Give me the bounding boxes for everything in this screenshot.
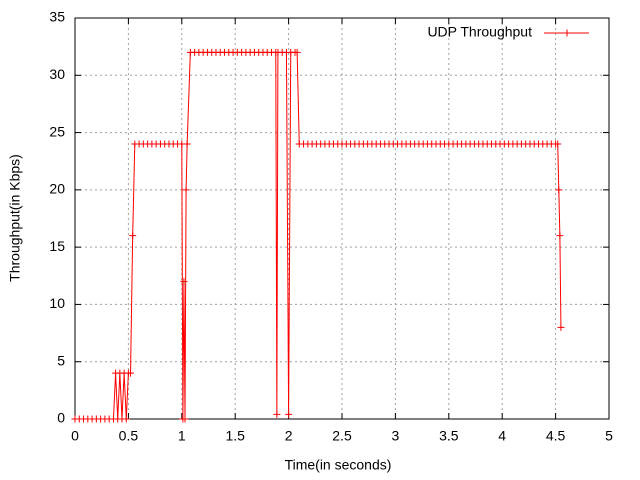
x-tick-label: 0.5 (119, 428, 139, 444)
point-marker (183, 140, 191, 148)
y-tick-label: 35 (49, 9, 65, 25)
point-marker (555, 186, 563, 194)
y-tick-label: 10 (49, 295, 65, 311)
point-marker (273, 410, 281, 418)
legend-marker (563, 29, 571, 37)
legend-label: UDP Throughput (427, 24, 532, 40)
x-tick-label: 4.5 (546, 428, 566, 444)
point-marker (557, 323, 565, 331)
y-axis-label: Throughput(in Kbps) (7, 154, 23, 282)
point-marker (127, 369, 135, 377)
x-tick-label: 2.5 (332, 428, 352, 444)
x-tick-label: 2 (285, 428, 293, 444)
x-tick-label: 1.5 (225, 428, 245, 444)
y-tick-label: 30 (49, 66, 65, 82)
x-axis-label: Time(in seconds) (285, 457, 392, 473)
y-tick-label: 0 (57, 410, 65, 426)
y-tick-label: 20 (49, 181, 65, 197)
point-marker (554, 140, 562, 148)
point-marker (285, 410, 293, 418)
y-tick-label: 5 (57, 352, 65, 368)
point-marker (556, 232, 564, 240)
x-tick-label: 1 (178, 428, 186, 444)
x-tick-label: 3 (392, 428, 400, 444)
y-tick-label: 15 (49, 238, 65, 254)
point-marker (181, 415, 189, 423)
point-marker (180, 278, 188, 286)
plot-border (74, 17, 610, 420)
point-marker (129, 232, 137, 240)
x-tick-label: 0 (71, 428, 79, 444)
x-tick-label: 4 (498, 428, 506, 444)
y-tick-label: 25 (49, 123, 65, 139)
x-tick-label: 3.5 (439, 428, 459, 444)
point-marker (122, 415, 130, 423)
x-tick-label: 5 (605, 428, 613, 444)
point-marker (293, 48, 301, 56)
point-marker (182, 186, 190, 194)
